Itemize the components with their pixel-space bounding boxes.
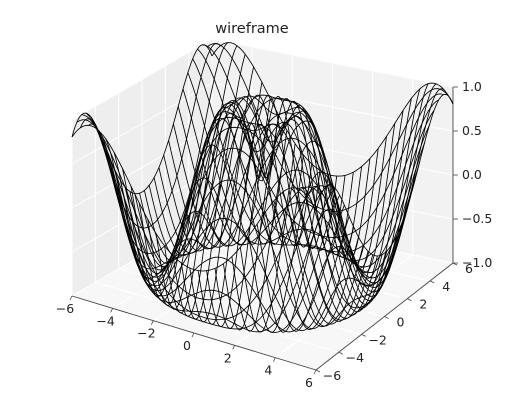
- z-tick-label: 1.0: [462, 79, 482, 94]
- x-tick-label: 4: [264, 363, 272, 378]
- wire-line-const-y: [177, 106, 421, 279]
- gridline-z: [71, 82, 454, 165]
- wire-line-const-y: [153, 95, 397, 301]
- y-tick-label: 6: [465, 261, 473, 276]
- x-tick-mark: [69, 295, 73, 301]
- gridline-z: [71, 38, 454, 121]
- y-tick-label: −2: [368, 332, 386, 347]
- wire-line-const-y: [192, 58, 435, 261]
- wire-line-const-y: [86, 113, 331, 330]
- wire-line-const-x: [307, 88, 445, 287]
- gridline-z: [71, 170, 454, 253]
- y-tick-mark: [384, 316, 389, 319]
- wire-line-const-x: [222, 110, 363, 331]
- x-tick-mark: [232, 345, 236, 350]
- wire-line-const-y: [90, 117, 336, 333]
- wire-line-const-y: [110, 160, 355, 330]
- x-tick-mark: [272, 357, 276, 362]
- wire-line-const-y: [211, 42, 454, 177]
- y-tick-mark: [361, 333, 366, 337]
- wire-line-const-y: [158, 94, 402, 297]
- wire-line-const-y: [206, 43, 449, 212]
- wire-line-const-x: [256, 123, 396, 333]
- wire-line-const-y: [187, 72, 430, 268]
- y-tick-label: 0: [397, 315, 405, 330]
- wire-line-const-x: [214, 104, 354, 329]
- z-tick-label: 0.0: [462, 167, 482, 182]
- y-tick-label: 4: [442, 279, 450, 294]
- wire-line-const-x: [138, 114, 279, 302]
- z-tick-label: −1.0: [462, 255, 492, 270]
- x-tick-mark: [191, 332, 195, 338]
- x-tick-label: 2: [224, 350, 232, 365]
- x-tick-label: −2: [137, 326, 155, 341]
- y-tick-label: 2: [419, 297, 427, 312]
- wire-line-const-x: [147, 117, 288, 306]
- wire-line-const-x: [122, 82, 263, 292]
- wire-line-const-y: [202, 44, 444, 238]
- x-tick-label: −4: [96, 313, 114, 328]
- wire-line-const-x: [113, 66, 255, 286]
- z-tick-label: −0.5: [462, 211, 492, 226]
- x-tick-mark: [150, 320, 154, 325]
- y-tick-label: −6: [323, 368, 341, 383]
- wire-line-const-x: [189, 96, 329, 323]
- wire-line-const-x: [281, 88, 421, 327]
- y-tick-label: −4: [346, 350, 364, 365]
- y-tick-mark: [315, 369, 321, 373]
- wire-line-const-y: [76, 119, 322, 301]
- x-tick-mark: [313, 369, 317, 375]
- y-tick-mark: [429, 280, 435, 284]
- wire-line-const-x: [71, 44, 213, 195]
- wire-line-const-y: [148, 97, 393, 305]
- wire-line-const-x: [248, 136, 387, 333]
- x-tick-label: 0: [183, 338, 191, 353]
- wire-line-const-x: [265, 110, 404, 332]
- wire-line-const-x: [155, 101, 296, 310]
- z-tick-label: 0.5: [462, 123, 482, 138]
- wire-line-const-x: [172, 94, 313, 317]
- y-tick-mark: [407, 298, 412, 302]
- wire-line-const-x: [80, 43, 221, 229]
- wire-line-const-x: [290, 83, 429, 321]
- wireframe-surface: [71, 42, 454, 333]
- wire-line-const-x: [298, 83, 437, 309]
- wire-line-const-x: [273, 98, 412, 330]
- x-tick-label: 6: [305, 375, 313, 390]
- wire-line-const-y: [172, 123, 416, 284]
- x-tick-label: −6: [56, 301, 74, 316]
- y-tick-mark: [338, 351, 344, 355]
- x-tick-mark: [110, 308, 114, 313]
- wire-line-const-x: [105, 54, 246, 279]
- chart-title: wireframe: [215, 21, 289, 37]
- wire-line-const-x: [315, 93, 454, 257]
